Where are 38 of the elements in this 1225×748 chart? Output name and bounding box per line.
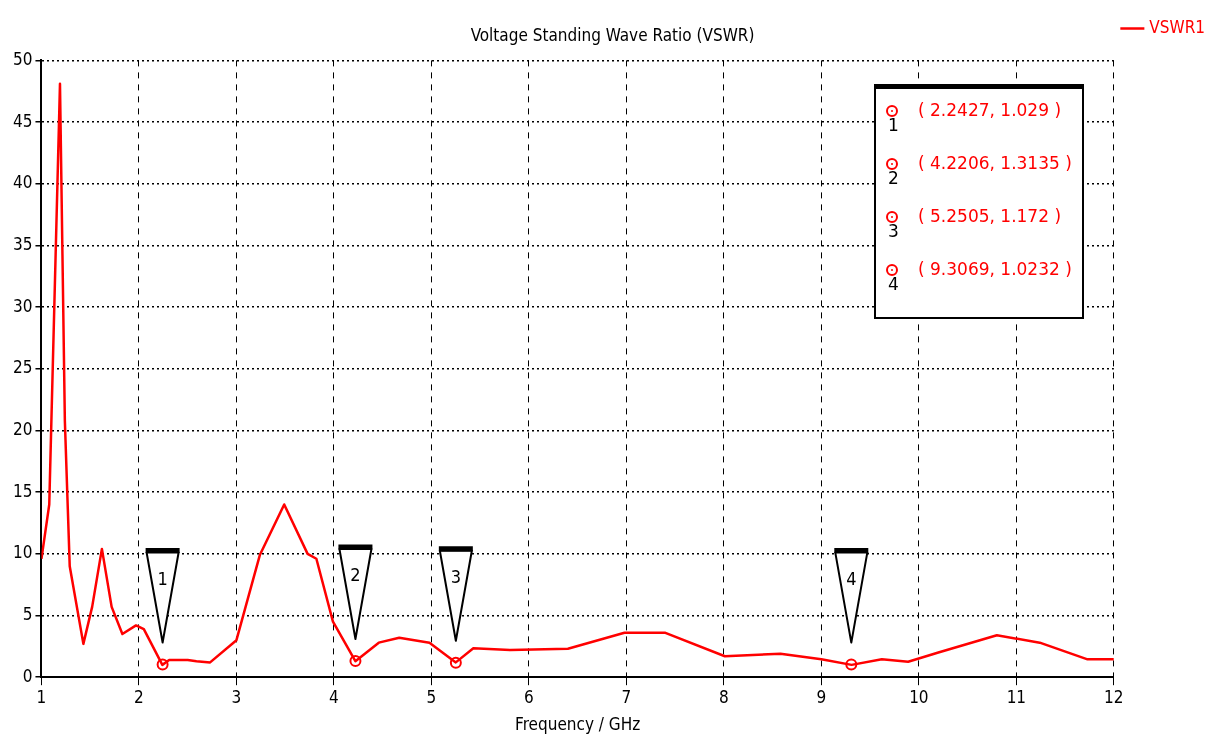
x-tick-label: 6 (524, 686, 534, 707)
x-tick-label: 4 (329, 686, 339, 707)
y-tick-label: 50 (12, 48, 33, 69)
text: 4 (888, 274, 899, 295)
x-tick-label: 7 (621, 686, 632, 707)
x-tick-label: 5 (426, 686, 437, 707)
y-tick-label: 0 (22, 665, 33, 686)
x-tick-label: 12 (1104, 686, 1124, 707)
annotation: ( 5.2505, 1.172 ) (918, 206, 1062, 227)
x-tick-label: 2 (134, 686, 144, 707)
x-tick-label: 3 (231, 686, 242, 707)
annotation: ( 2.2427, 1.029 ) (918, 100, 1062, 121)
annotation: 1 (157, 567, 168, 589)
x-tick-label: 11 (1006, 686, 1027, 707)
y-tick-label: 30 (12, 295, 33, 316)
annotation: ( 4.2206, 1.3135 ) (918, 153, 1072, 174)
y-tick-label: 40 (12, 172, 33, 193)
y-tick-label: 25 (12, 357, 33, 378)
y-tick-label: 5 (22, 603, 33, 624)
annotation: 3 (450, 565, 461, 587)
chart-title: Voltage Standing Wave Ratio (VSWR) (470, 24, 755, 45)
x-tick-label: 1 (36, 686, 47, 707)
x-axis-title: Frequency / GHz (515, 714, 641, 735)
text: 2 (888, 168, 899, 189)
y-tick-label: 15 (12, 480, 33, 501)
annotation: ( 9.3069, 1.0232 ) (918, 259, 1072, 280)
annotation: 2 (350, 564, 361, 585)
x-tick-label: 8 (719, 686, 729, 707)
y-tick-label: 45 (12, 110, 33, 131)
y-tick-label: 35 (12, 233, 33, 254)
y-tick-label: 20 (12, 418, 33, 439)
x-tick-label: 10 (909, 686, 929, 707)
y-tick-label: 10 (12, 542, 33, 563)
annotation: 4 (846, 567, 857, 589)
text: 1 (888, 115, 899, 136)
x-tick-label: 9 (816, 686, 827, 707)
legend-label: VSWR1 (1149, 16, 1206, 37)
text: 3 (888, 221, 899, 242)
